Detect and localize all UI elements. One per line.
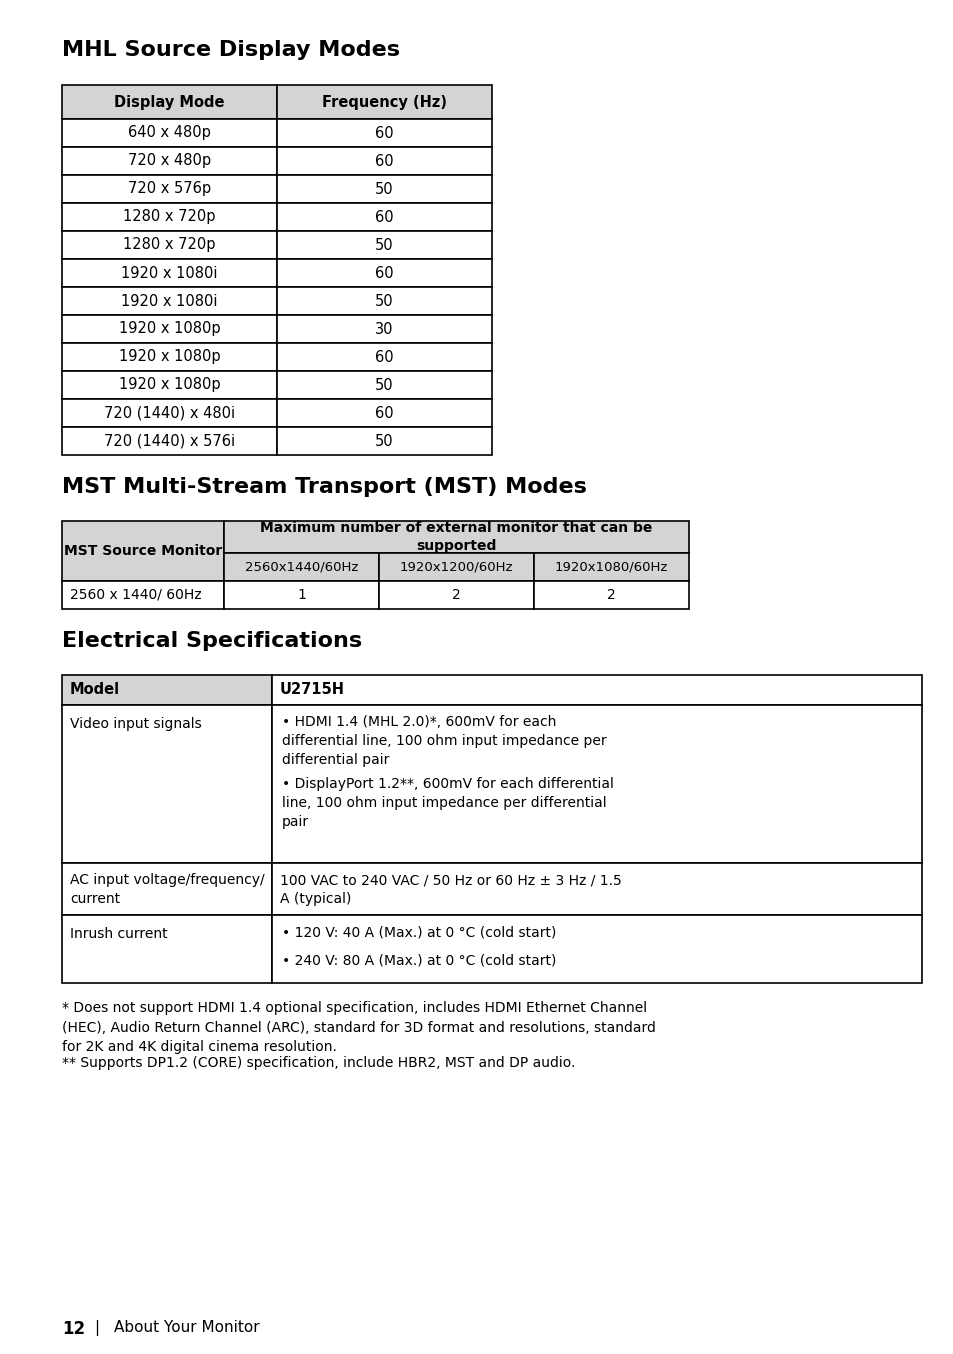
Bar	[276, 399, 492, 427]
Text: 720 (1440) x 480i: 720 (1440) x 480i	[104, 405, 234, 421]
Bar	[276, 85, 492, 119]
Text: 2: 2	[606, 588, 616, 603]
Bar	[62, 287, 276, 315]
Text: 640 x 480p: 640 x 480p	[128, 126, 211, 141]
Text: 50: 50	[375, 378, 394, 393]
Bar	[276, 148, 492, 175]
Text: 100 VAC to 240 VAC / 50 Hz or 60 Hz ± 3 Hz / 1.5
A (typical): 100 VAC to 240 VAC / 50 Hz or 60 Hz ± 3 …	[280, 873, 621, 906]
Text: 60: 60	[375, 265, 394, 280]
Text: About Your Monitor: About Your Monitor	[113, 1320, 259, 1335]
Text: 2560x1440/60Hz: 2560x1440/60Hz	[245, 561, 357, 574]
Text: 50: 50	[375, 294, 394, 309]
Text: Maximum number of external monitor that can be
supported: Maximum number of external monitor that …	[260, 521, 652, 554]
Text: MST Multi-Stream Transport (MST) Modes: MST Multi-Stream Transport (MST) Modes	[62, 477, 586, 497]
Bar	[224, 581, 378, 609]
Text: 60: 60	[375, 405, 394, 421]
Text: 1920 x 1080i: 1920 x 1080i	[121, 294, 217, 309]
Text: 60: 60	[375, 349, 394, 364]
Text: 1280 x 720p: 1280 x 720p	[123, 237, 215, 252]
Bar	[62, 705, 272, 862]
Text: Inrush current: Inrush current	[70, 927, 168, 941]
Bar	[276, 315, 492, 343]
Text: 60: 60	[375, 126, 394, 141]
Bar	[62, 232, 276, 259]
Bar	[534, 552, 688, 581]
Text: * Does not support HDMI 1.4 optional specification, includes HDMI Ethernet Chann: * Does not support HDMI 1.4 optional spe…	[62, 1001, 656, 1053]
Text: Display Mode: Display Mode	[114, 95, 225, 110]
Bar	[276, 343, 492, 371]
Bar	[224, 521, 688, 552]
Bar	[276, 259, 492, 287]
Text: 50: 50	[375, 237, 394, 252]
Bar	[272, 705, 921, 862]
Bar	[272, 862, 921, 915]
Text: • DisplayPort 1.2**, 600mV for each differential
line, 100 ohm input impedance p: • DisplayPort 1.2**, 600mV for each diff…	[282, 777, 613, 829]
Text: Video input signals: Video input signals	[70, 718, 201, 731]
Text: 1920 x 1080p: 1920 x 1080p	[118, 349, 220, 364]
Text: 1920x1200/60Hz: 1920x1200/60Hz	[399, 561, 513, 574]
Bar	[62, 399, 276, 427]
Bar	[62, 427, 276, 455]
Bar	[62, 343, 276, 371]
Bar	[62, 203, 276, 232]
Text: Electrical Specifications: Electrical Specifications	[62, 631, 362, 651]
Text: • 240 V: 80 A (Max.) at 0 °C (cold start): • 240 V: 80 A (Max.) at 0 °C (cold start…	[282, 953, 556, 967]
Text: U2715H: U2715H	[280, 682, 345, 697]
Bar	[534, 581, 688, 609]
Text: |: |	[94, 1320, 99, 1336]
Text: MHL Source Display Modes: MHL Source Display Modes	[62, 41, 399, 60]
Text: 60: 60	[375, 153, 394, 168]
Text: 1920 x 1080i: 1920 x 1080i	[121, 265, 217, 280]
Text: Model: Model	[70, 682, 120, 697]
Text: Frequency (Hz): Frequency (Hz)	[322, 95, 447, 110]
Bar	[276, 203, 492, 232]
Bar	[272, 915, 921, 983]
Text: 30: 30	[375, 321, 394, 337]
Bar	[62, 175, 276, 203]
Text: 60: 60	[375, 210, 394, 225]
Text: 1920 x 1080p: 1920 x 1080p	[118, 378, 220, 393]
Text: 12: 12	[62, 1320, 85, 1338]
Bar	[276, 287, 492, 315]
Bar	[62, 862, 272, 915]
Text: 2560 x 1440/ 60Hz: 2560 x 1440/ 60Hz	[70, 588, 201, 603]
Text: 720 x 576p: 720 x 576p	[128, 181, 211, 196]
Bar	[62, 148, 276, 175]
Bar	[62, 119, 276, 148]
Text: • 120 V: 40 A (Max.) at 0 °C (cold start): • 120 V: 40 A (Max.) at 0 °C (cold start…	[282, 925, 556, 940]
Bar	[378, 552, 534, 581]
Bar	[224, 552, 378, 581]
Bar	[62, 315, 276, 343]
Text: 1920 x 1080p: 1920 x 1080p	[118, 321, 220, 337]
Bar	[276, 371, 492, 399]
Text: 50: 50	[375, 433, 394, 448]
Text: AC input voltage/frequency/
current: AC input voltage/frequency/ current	[70, 873, 264, 906]
Text: MST Source Monitor: MST Source Monitor	[64, 544, 222, 558]
Text: 720 (1440) x 576i: 720 (1440) x 576i	[104, 433, 234, 448]
Text: 50: 50	[375, 181, 394, 196]
Bar	[276, 119, 492, 148]
Bar	[276, 175, 492, 203]
Bar	[378, 581, 534, 609]
Text: 2: 2	[452, 588, 460, 603]
Bar	[62, 371, 276, 399]
Bar	[276, 427, 492, 455]
Text: • HDMI 1.4 (MHL 2.0)*, 600mV for each
differential line, 100 ohm input impedance: • HDMI 1.4 (MHL 2.0)*, 600mV for each di…	[282, 715, 606, 766]
Bar	[272, 676, 921, 705]
Text: ** Supports DP1.2 (CORE) specification, include HBR2, MST and DP audio.: ** Supports DP1.2 (CORE) specification, …	[62, 1056, 575, 1070]
Bar	[62, 581, 224, 609]
Text: 720 x 480p: 720 x 480p	[128, 153, 211, 168]
Bar	[62, 676, 272, 705]
Bar	[276, 232, 492, 259]
Text: 1280 x 720p: 1280 x 720p	[123, 210, 215, 225]
Bar	[62, 85, 276, 119]
Text: 1920x1080/60Hz: 1920x1080/60Hz	[555, 561, 667, 574]
Text: 1: 1	[296, 588, 306, 603]
Bar	[62, 521, 224, 581]
Bar	[62, 915, 272, 983]
Bar	[62, 259, 276, 287]
